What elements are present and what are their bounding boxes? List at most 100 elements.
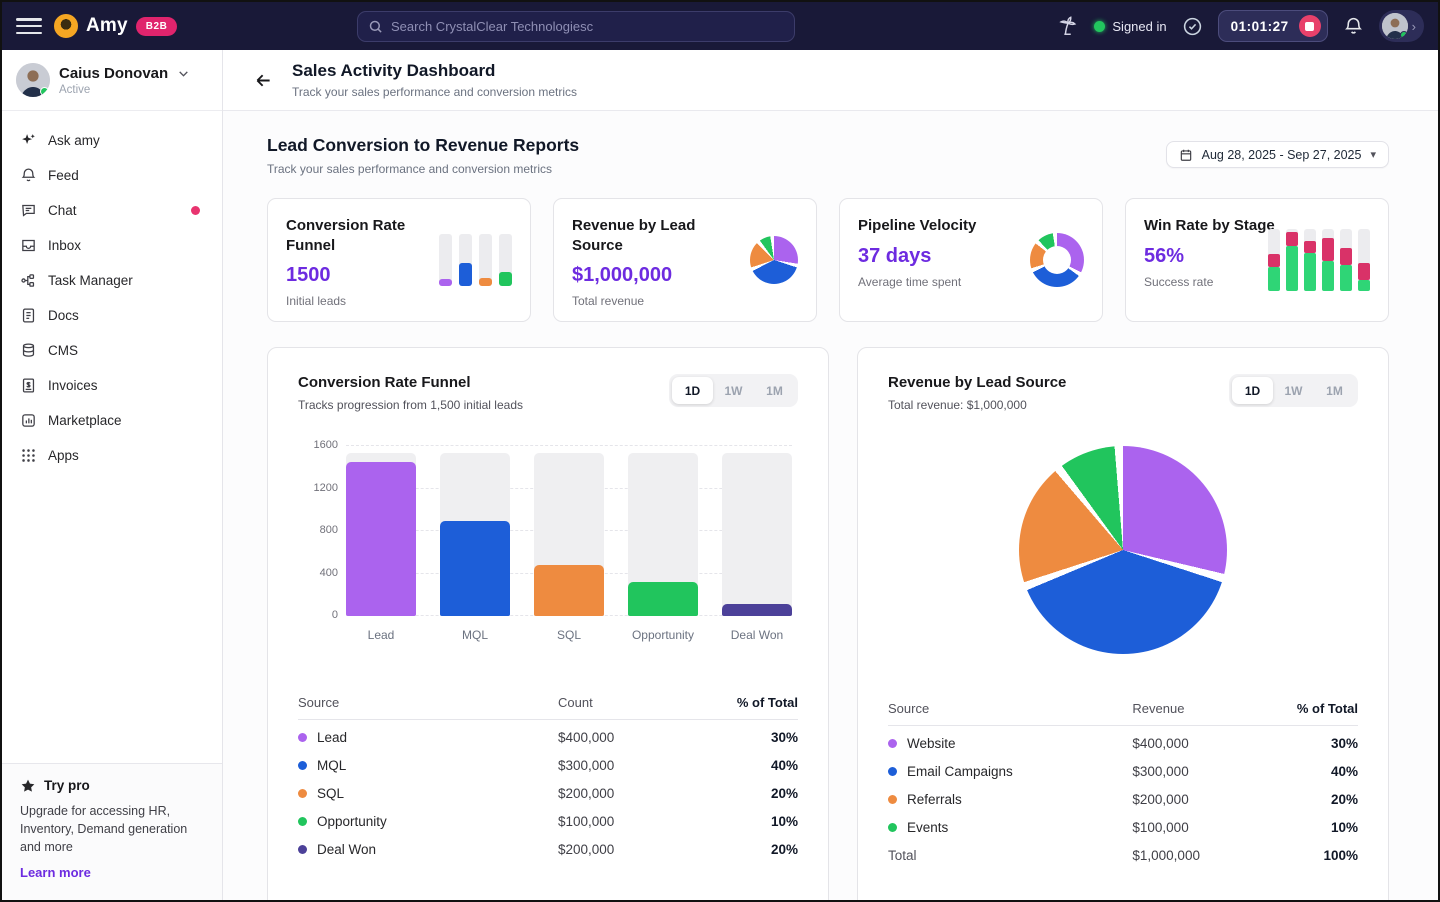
stat-card-win-rate: Win Rate by Stage 56% Success rate (1125, 198, 1389, 322)
sidebar-item-label: CMS (48, 343, 78, 358)
stat-card-pipeline-velocity: Pipeline Velocity 37 days Average time s… (839, 198, 1103, 322)
table-header-row: Source Revenue % of Total (888, 694, 1358, 726)
time-range-toggle: 1D 1W 1M (669, 374, 798, 407)
section-subtitle: Track your sales performance and convers… (267, 162, 579, 176)
search-bar[interactable] (357, 11, 795, 42)
page-title: Sales Activity Dashboard (292, 61, 577, 81)
table-row: Opportunity $100,000 10% (298, 808, 798, 836)
panel-title: Conversion Rate Funnel (298, 374, 523, 391)
legend-dot (298, 789, 307, 798)
sidebar-item-feed[interactable]: Feed (2, 158, 222, 193)
user-menu-button[interactable]: › (1379, 10, 1424, 42)
docs-icon (20, 307, 37, 324)
toggle-1d[interactable]: 1D (1232, 377, 1273, 404)
sidebar-item-label: Task Manager (48, 273, 133, 288)
sidebar-item-cms[interactable]: CMS (2, 333, 222, 368)
table-row: Referrals $200,000 20% (888, 786, 1358, 814)
table-row: Website $400,000 30% (888, 730, 1358, 758)
verified-check-icon[interactable] (1182, 16, 1203, 37)
sidebar: Caius Donovan Active Ask amy Feed Chat (2, 50, 223, 900)
sidebar-item-task-manager[interactable]: Task Manager (2, 263, 222, 298)
stop-timer-button[interactable] (1299, 15, 1321, 37)
profile-menu[interactable]: Caius Donovan Active (2, 50, 222, 111)
sidebar-item-docs[interactable]: Docs (2, 298, 222, 333)
promo-title: Try pro (44, 778, 90, 793)
sidebar-item-label: Ask amy (48, 133, 100, 148)
calendar-icon (1179, 148, 1193, 162)
chat-bubble-icon (20, 202, 37, 219)
legend-dot (888, 823, 897, 832)
sidebar-item-ask-amy[interactable]: Ask amy (2, 123, 222, 158)
panel-subtitle: Tracks progression from 1,500 initial le… (298, 398, 523, 412)
sidebar-item-label: Chat (48, 203, 77, 218)
page-subtitle: Track your sales performance and convers… (292, 85, 577, 99)
profile-name: Caius Donovan (59, 65, 168, 82)
timer-value: 01:01:27 (1231, 19, 1289, 34)
avatar-status-dot (1400, 31, 1408, 39)
table-row: Events $100,000 10% (888, 814, 1358, 842)
sidebar-item-chat[interactable]: Chat (2, 193, 222, 228)
chevron-down-icon (177, 67, 190, 80)
table-row: Email Campaigns $300,000 40% (888, 758, 1358, 786)
topbar: Amy B2B Signed in 01:01:27 (2, 2, 1438, 50)
bell-icon[interactable] (1343, 16, 1364, 37)
mini-stacked-bar-chart (1268, 229, 1370, 291)
date-range-value: Aug 28, 2025 - Sep 27, 2025 (1202, 148, 1362, 162)
card-label: Total revenue (572, 294, 798, 308)
section-title: Lead Conversion to Revenue Reports (267, 135, 579, 156)
table-total-row: Total $1,000,000 100% (888, 842, 1358, 870)
back-button[interactable] (253, 70, 274, 91)
online-dot (1094, 21, 1105, 32)
promo-description: Upgrade for accessing HR, Inventory, Dem… (20, 802, 204, 856)
table-header-row: Source Count % of Total (298, 688, 798, 720)
stop-square-icon (1305, 22, 1314, 31)
revenue-source-panel: Revenue by Lead Source Total revenue: $1… (857, 347, 1389, 900)
toggle-1d[interactable]: 1D (672, 377, 713, 404)
menu-icon[interactable] (16, 16, 42, 36)
stat-card-revenue-source: Revenue by Lead Source $1,000,000 Total … (553, 198, 817, 322)
toggle-1w[interactable]: 1W (713, 377, 754, 404)
sidebar-item-inbox[interactable]: Inbox (2, 228, 222, 263)
section-header: Lead Conversion to Revenue Reports Track… (267, 135, 1389, 176)
legend-dot (888, 739, 897, 748)
sidebar-item-invoices[interactable]: Invoices (2, 368, 222, 403)
sidebar-item-label: Feed (48, 168, 79, 183)
learn-more-link[interactable]: Learn more (20, 865, 91, 880)
time-range-toggle: 1D 1W 1M (1229, 374, 1358, 407)
signed-in-status: Signed in (1094, 19, 1166, 34)
palm-tree-icon[interactable] (1057, 15, 1079, 37)
chevron-right-icon: › (1412, 19, 1416, 34)
toggle-1w[interactable]: 1W (1273, 377, 1314, 404)
legend-dot (888, 795, 897, 804)
legend-dot (298, 817, 307, 826)
card-title: Revenue by Lead Source (572, 216, 722, 255)
session-timer: 01:01:27 (1218, 10, 1328, 42)
main-content: Sales Activity Dashboard Track your sale… (223, 50, 1438, 900)
profile-status: Active (59, 84, 190, 96)
marketplace-chart-icon (20, 412, 37, 429)
revenue-pie-chart (1019, 446, 1227, 654)
star-icon (20, 778, 36, 794)
profile-avatar (16, 63, 50, 97)
mini-bar-chart (439, 234, 512, 286)
table-row: SQL $200,000 20% (298, 780, 798, 808)
toggle-1m[interactable]: 1M (1314, 377, 1355, 404)
chat-notification-dot (191, 206, 200, 215)
database-icon (20, 342, 37, 359)
sidebar-item-apps[interactable]: Apps (2, 438, 222, 473)
date-range-picker[interactable]: Aug 28, 2025 - Sep 27, 2025 ▾ (1166, 141, 1389, 168)
toggle-1m[interactable]: 1M (754, 377, 795, 404)
task-flow-icon (20, 272, 37, 289)
card-label: Initial leads (286, 294, 512, 308)
try-pro-promo: Try pro Upgrade for accessing HR, Invent… (2, 763, 222, 900)
sidebar-item-marketplace[interactable]: Marketplace (2, 403, 222, 438)
feed-bell-icon (20, 167, 37, 184)
legend-dot (298, 733, 307, 742)
search-input[interactable] (391, 19, 784, 34)
revenue-table: Source Revenue % of Total Website $400,0… (888, 694, 1358, 870)
sidebar-item-label: Inbox (48, 238, 81, 253)
mini-donut-chart (1030, 233, 1084, 287)
legend-dot (298, 845, 307, 854)
search-icon (368, 19, 383, 34)
sidebar-item-label: Invoices (48, 378, 98, 393)
